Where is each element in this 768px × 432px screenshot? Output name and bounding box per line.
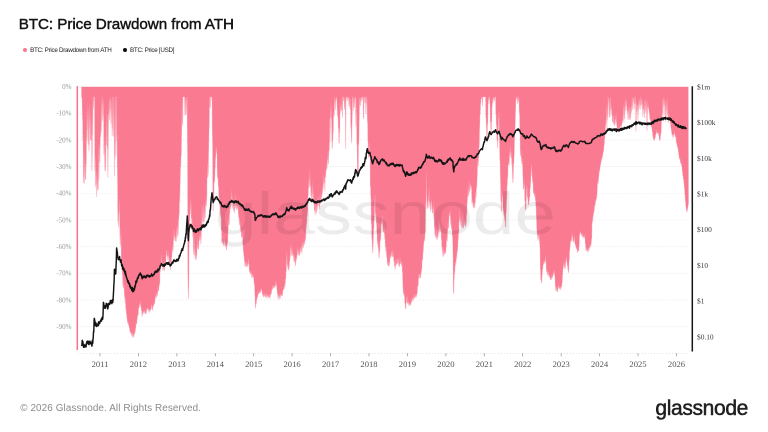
svg-text:2012: 2012 (130, 359, 147, 369)
svg-text:-80%: -80% (56, 296, 71, 304)
svg-text:-10%: -10% (56, 110, 71, 118)
svg-text:-40%: -40% (56, 190, 71, 198)
svg-text:$100k: $100k (697, 118, 716, 127)
svg-text:$1: $1 (697, 297, 705, 306)
svg-text:glassnode: glassnode (215, 181, 556, 247)
svg-text:-60%: -60% (56, 243, 71, 251)
svg-text:2026: 2026 (668, 359, 686, 369)
svg-text:0%: 0% (62, 83, 72, 91)
svg-text:2018: 2018 (360, 359, 377, 369)
svg-text:2020: 2020 (437, 359, 454, 369)
svg-text:-70%: -70% (56, 270, 71, 278)
svg-text:2023: 2023 (553, 359, 570, 369)
svg-text:-20%: -20% (56, 136, 71, 144)
svg-text:2015: 2015 (245, 359, 262, 369)
svg-text:-50%: -50% (56, 216, 71, 224)
svg-text:$0.10: $0.10 (697, 332, 714, 341)
svg-text:2025: 2025 (629, 359, 646, 369)
svg-text:-30%: -30% (56, 163, 71, 171)
svg-text:$100: $100 (697, 225, 712, 234)
svg-text:-90%: -90% (56, 323, 71, 331)
svg-text:2014: 2014 (207, 359, 225, 369)
svg-text:2024: 2024 (591, 359, 609, 369)
svg-text:2011: 2011 (92, 359, 109, 369)
svg-text:2019: 2019 (399, 359, 416, 369)
svg-text:2022: 2022 (514, 359, 531, 369)
svg-text:$1m: $1m (697, 82, 710, 91)
svg-text:$10: $10 (697, 261, 708, 270)
svg-text:$1k: $1k (697, 190, 708, 199)
svg-text:$10k: $10k (697, 154, 712, 163)
svg-text:2016: 2016 (284, 359, 302, 369)
svg-text:2021: 2021 (476, 359, 493, 369)
svg-text:2017: 2017 (322, 359, 340, 369)
svg-text:2013: 2013 (168, 359, 185, 369)
